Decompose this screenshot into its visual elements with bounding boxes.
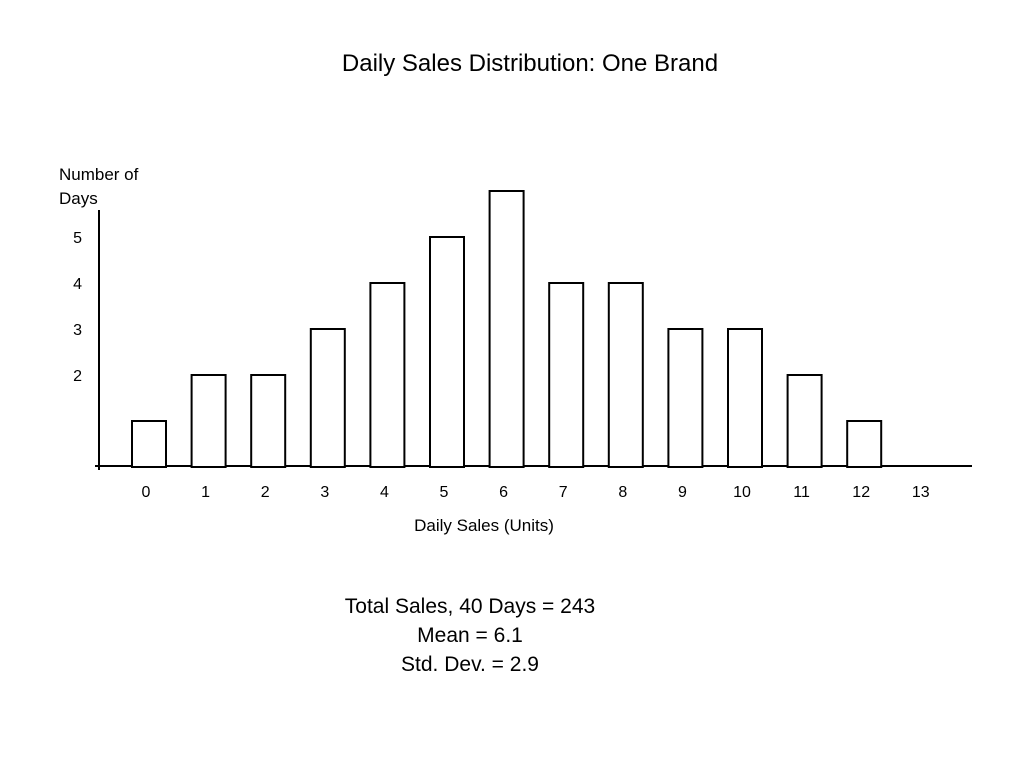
x-tick-label-13: 13 xyxy=(912,484,930,501)
std-dev-text: Std. Dev. = 2.9 xyxy=(401,653,539,676)
bar-8 xyxy=(607,282,644,468)
y-tick-labels: 2 3 4 5 xyxy=(73,230,82,385)
y-axis-label: Number of Days xyxy=(59,163,169,211)
y-tick-label-3: 3 xyxy=(73,322,82,339)
x-tick-label-0: 0 xyxy=(142,484,151,501)
bar-7 xyxy=(548,282,585,468)
bar-11 xyxy=(786,374,823,468)
bar-10 xyxy=(727,328,763,468)
y-tick-label-4: 4 xyxy=(73,276,82,293)
bar-0 xyxy=(131,420,167,468)
x-tick-label-6: 6 xyxy=(499,484,508,501)
bar-9 xyxy=(667,328,704,468)
y-tick-label-2: 2 xyxy=(73,368,82,385)
y-tick-label-5: 5 xyxy=(73,230,82,247)
x-tick-label-2: 2 xyxy=(261,484,270,501)
x-tick-label-8: 8 xyxy=(618,484,627,501)
x-tick-label-1: 1 xyxy=(201,484,210,501)
x-tick-label-9: 9 xyxy=(678,484,687,501)
total-sales-text: Total Sales, 40 Days = 243 xyxy=(344,595,596,618)
x-tick-label-11: 11 xyxy=(793,484,810,501)
bar-12 xyxy=(846,420,883,468)
x-tick-labels: 0 1 2 3 4 5 6 7 8 9 10 11 12 13 xyxy=(142,484,930,501)
bar-3 xyxy=(309,328,346,468)
x-tick-label-12: 12 xyxy=(852,484,870,501)
summary-stats: Total Sales, 40 Days = 243 Mean = 6.1 St… xyxy=(320,592,620,679)
y-axis-label-line-2: Days xyxy=(59,189,98,208)
bar-5 xyxy=(429,236,465,468)
bar-2 xyxy=(250,374,287,468)
x-axis-label: Daily Sales (Units) xyxy=(414,516,554,535)
bars-group xyxy=(131,190,883,468)
chart-title: Daily Sales Distribution: One Brand xyxy=(341,50,719,77)
y-axis-label-line-1: Number of xyxy=(59,165,139,184)
x-tick-label-4: 4 xyxy=(380,484,389,501)
bar-1 xyxy=(190,374,227,468)
x-tick-label-5: 5 xyxy=(440,484,449,501)
bar-6 xyxy=(488,190,525,468)
x-tick-label-7: 7 xyxy=(559,484,568,501)
mean-text: Mean = 6.1 xyxy=(417,624,523,647)
x-tick-label-3: 3 xyxy=(320,484,329,501)
bar-4 xyxy=(369,282,406,468)
x-tick-label-10: 10 xyxy=(733,484,751,501)
